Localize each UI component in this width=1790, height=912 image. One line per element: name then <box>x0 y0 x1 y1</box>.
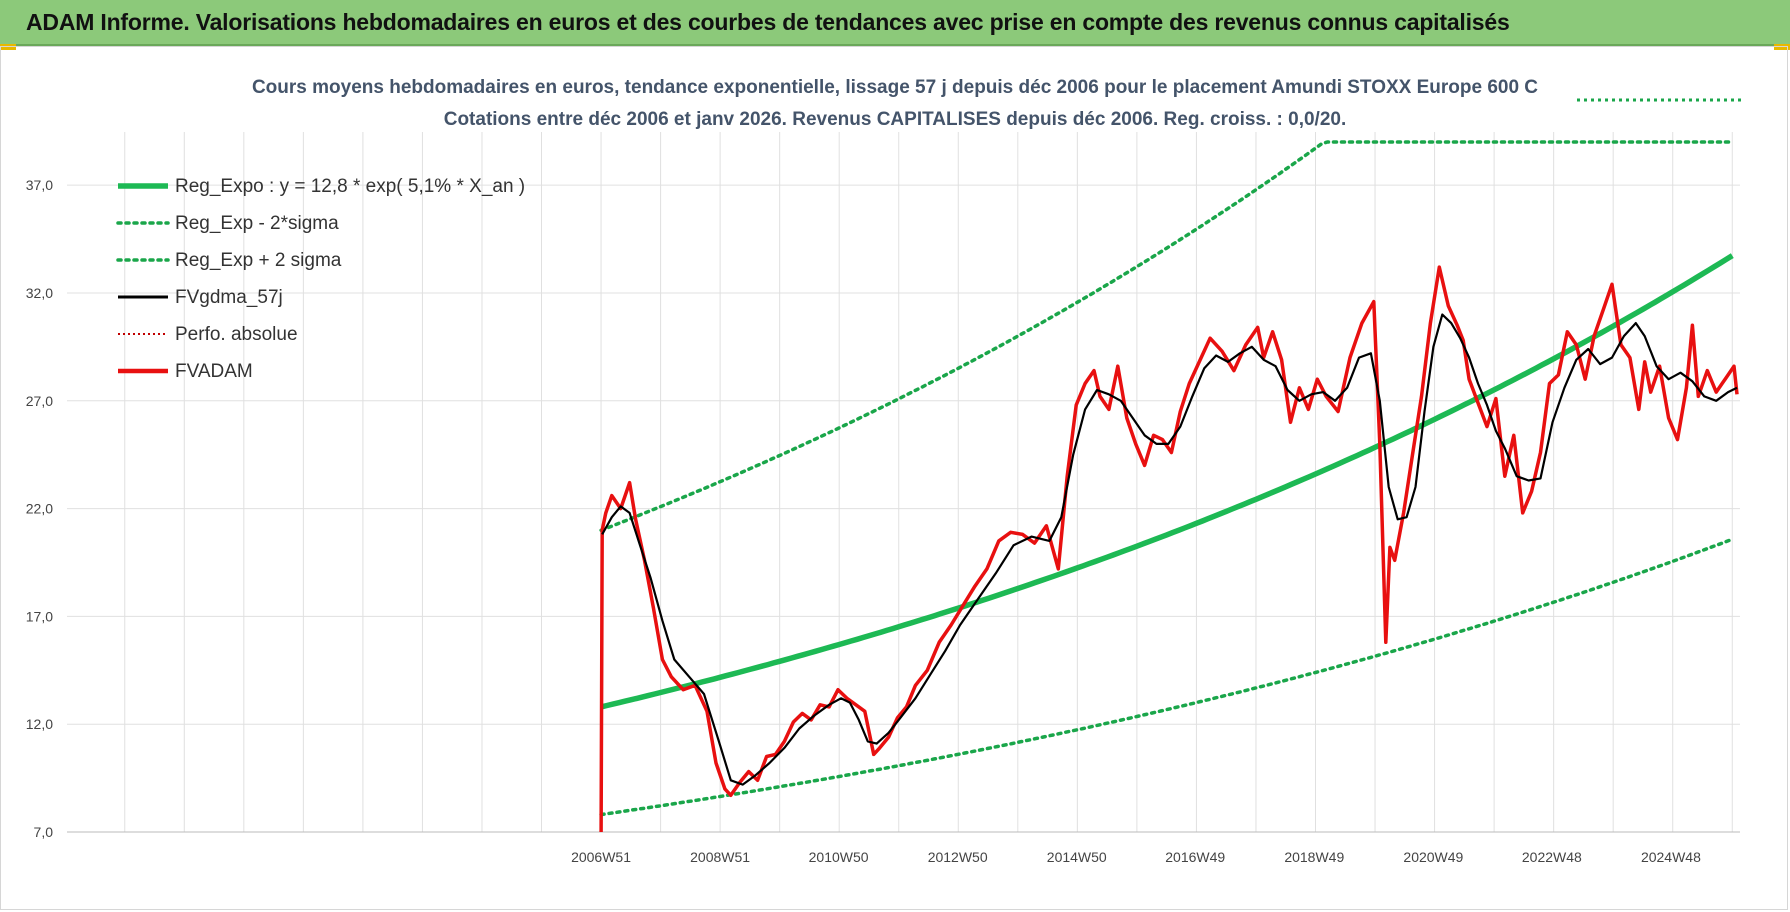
lower-band-line <box>599 537 1735 817</box>
y-tick-label: 12,0 <box>26 716 53 732</box>
y-tick-label: 37,0 <box>26 177 53 193</box>
price-series-line <box>599 265 1739 833</box>
legend-item-price: FVADAM <box>118 361 253 382</box>
x-tick-label: 2014W50 <box>1047 849 1107 865</box>
x-tick-label: 2024W48 <box>1641 849 1701 865</box>
legend-label: FVgdma_57j <box>175 287 283 308</box>
legend-label: Reg_Exp + 2 sigma <box>175 250 342 271</box>
chart-title-line2: Cotations entre déc 2006 et janv 2026. R… <box>444 109 1347 130</box>
legend-item-trend: Reg_Expo : y = 12,8 * exp( 5,1% * X_an ) <box>118 176 525 197</box>
y-tick-label: 17,0 <box>26 608 53 624</box>
y-tick-label: 32,0 <box>26 285 53 301</box>
report-title: ADAM Informe. Valorisations hebdomadaire… <box>26 9 1510 35</box>
axis-tick-labels: 7,0 12,0 17,0 22,0 27,0 32,0 37,0 2006W51 2008W5… <box>26 177 1701 865</box>
x-tick-label: 2010W50 <box>809 849 869 865</box>
grid-lines <box>67 132 1740 833</box>
legend-item-lower-band: Reg_Exp - 2*sigma <box>116 213 339 234</box>
corner-marker-right <box>1774 44 1790 50</box>
x-tick-label: 2012W50 <box>928 849 988 865</box>
legend-label: FVADAM <box>175 361 253 382</box>
trend-line <box>600 253 1734 710</box>
legend-item-smoothed: FVgdma_57j <box>118 287 283 308</box>
x-tick-label: 2016W49 <box>1165 849 1225 865</box>
series-lines <box>599 140 1739 833</box>
upper-band-line <box>599 140 1735 533</box>
legend-label: Perfo. absolue <box>175 324 298 345</box>
legend-label: Reg_Expo : y = 12,8 * exp( 5,1% * X_an ) <box>175 176 525 197</box>
x-tick-label: 2018W49 <box>1284 849 1344 865</box>
corner-marker-left <box>0 44 16 50</box>
legend-item-perf: Perfo. absolue <box>118 324 298 345</box>
x-tick-label: 2008W51 <box>690 849 750 865</box>
y-tick-label: 22,0 <box>26 501 53 517</box>
x-tick-label: 2020W49 <box>1403 849 1463 865</box>
legend-label: Reg_Exp - 2*sigma <box>175 213 339 234</box>
chart-frame <box>0 46 1788 910</box>
legend-item-upper-band: Reg_Exp + 2 sigma <box>116 250 342 271</box>
x-tick-label: 2006W51 <box>571 849 631 865</box>
y-tick-label: 7,0 <box>34 824 54 840</box>
report-banner: ADAM Informe. Valorisations hebdomadaire… <box>0 0 1790 46</box>
chart-title-line1: Cours moyens hebdomadaires en euros, ten… <box>252 77 1538 98</box>
smoothed-series-line <box>601 313 1738 786</box>
y-tick-label: 27,0 <box>26 393 53 409</box>
x-tick-label: 2022W48 <box>1522 849 1582 865</box>
chart-legend: Reg_Expo : y = 12,8 * exp( 5,1% * X_an )… <box>116 176 525 382</box>
